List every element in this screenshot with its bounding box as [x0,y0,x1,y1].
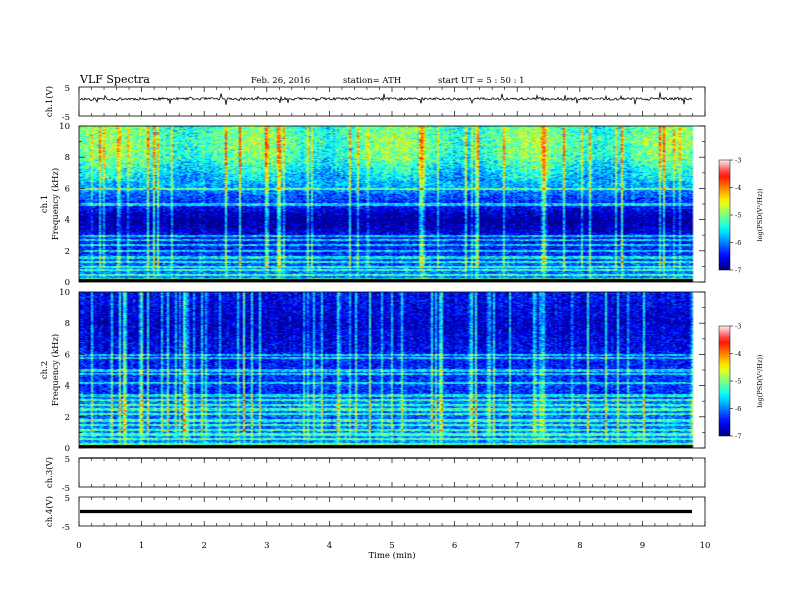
figure-title: VLF Spectra [79,73,150,86]
colorbar-tick-label: -6 [735,405,741,413]
freq-tick-label: 2 [65,247,70,257]
ch1-colorbar [718,159,731,271]
freq-tick-label: 0 [65,444,70,454]
ch1-waveform-ylabel: ch.1(V) [44,86,55,117]
time-tick-label: 10 [700,541,711,551]
time-tick-label: 1 [139,541,144,551]
ch1-frequency-ticks: 0 2 4 6 8 10 [59,122,705,288]
colorbar-tick-label: -4 [735,184,741,192]
time-tick-label: 5 [389,541,394,551]
freq-tick-label: 0 [65,278,70,288]
colorbar-tick-label: -5 [735,212,741,220]
ch2-spectrogram-image [79,292,705,448]
time-tick-label: 8 [577,541,582,551]
time-tick-label: 3 [264,541,269,551]
ch1-waveform-trace [79,92,693,105]
freq-tick-label: 8 [65,153,70,163]
ch1-ytick-top: 5 [65,84,70,94]
ch4-ytick-top: 5 [65,494,70,504]
ch4-waveform-panel: 5 -5 ch.4(V) 0 1 2 3 4 5 6 7 8 9 10 Time (min) [44,494,710,561]
ch1-colorbar-ticks: -3 -4 -5 -6 -7 [730,157,741,275]
station-label: station= ATH [343,76,401,86]
ch3-waveform-ylabel: ch.3(V) [44,457,55,488]
freq-tick-label: 6 [65,184,70,194]
colorbar-tick-label: -5 [735,378,741,386]
ch1-waveform-panel: 5 -5 ch.1(V) [44,84,706,123]
time-tick-label: 2 [201,541,206,551]
time-tick-label: 9 [640,541,645,551]
ch1-ytick-bottom: -5 [62,113,70,123]
freq-tick-label: 4 [65,216,70,226]
freq-tick-label: 8 [65,319,70,329]
colorbar-tick-label: -3 [735,157,741,165]
date-label: Feb. 26, 2016 [251,76,310,86]
ch3-ytick-top: 5 [65,455,70,465]
ch2-colorbar-label: log(PSD(V²/Hz)) [756,354,764,407]
time-tick-label: 6 [452,541,457,551]
ch2-colorbar-ticks: -3 -4 -5 -6 -7 [730,323,741,441]
freq-tick-label: 10 [59,288,70,298]
time-tick-label: 7 [514,541,519,551]
start-ut-label: start UT = 5 : 50 : 1 [438,76,525,86]
ch2-frequency-axis-label: Frequency (kHz) [50,334,61,406]
time-axis-label: Time (min) [368,550,415,561]
ch4-waveform-ylabel: ch.4(V) [44,496,55,527]
ch4-ytick-bottom: -5 [62,523,70,533]
time-tick-label: 4 [327,541,332,551]
colorbar-tick-label: -7 [735,433,741,441]
freq-tick-label: 2 [65,413,70,423]
freq-tick-label: 6 [65,350,70,360]
ch1-colorbar-label: log(PSD(V²/Hz)) [756,188,764,241]
colorbar-tick-label: -7 [735,267,741,275]
freq-tick-label: 4 [65,382,70,392]
time-tick-label: 0 [76,541,81,551]
colorbar-tick-label: -4 [735,350,741,358]
ch3-waveform-x-ticks [78,458,706,487]
ch1-spectrogram-image [79,126,705,282]
ch4-waveform-x-ticks [78,497,706,526]
freq-tick-label: 10 [59,122,70,132]
ch2-channel-label: ch.2 [40,361,50,379]
ch2-frequency-ticks: 0 2 4 6 8 10 [59,288,705,454]
colorbar-tick-label: -3 [735,323,741,331]
ch2-colorbar [718,325,731,437]
colorbar-tick-label: -6 [735,239,741,247]
ch1-channel-label: ch.1 [40,195,50,213]
ch1-waveform-x-ticks [78,87,706,116]
ch1-frequency-axis-label: Frequency (kHz) [50,168,61,240]
ch3-waveform-panel: 5 -5 ch.3(V) [44,455,706,494]
ch3-ytick-bottom: -5 [62,484,70,494]
time-axis-tick-labels: 0 1 2 3 4 5 6 7 8 9 10 [76,541,710,551]
